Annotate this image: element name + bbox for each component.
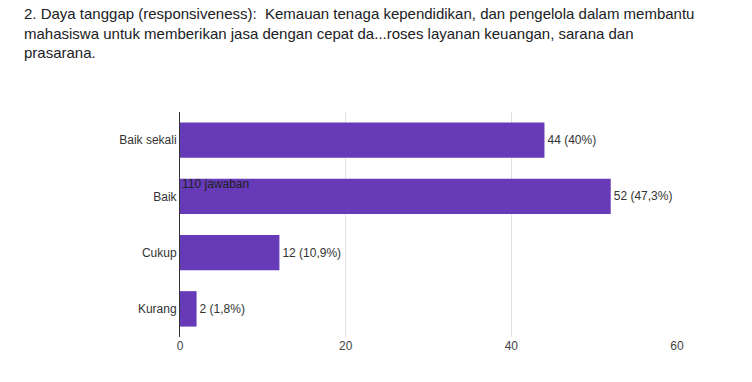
svg-text:40: 40 xyxy=(505,339,519,353)
svg-text:110 jawaban: 110 jawaban xyxy=(182,177,249,191)
svg-text:60: 60 xyxy=(670,339,684,353)
svg-text:52 (47,3%): 52 (47,3%) xyxy=(614,189,673,203)
svg-text:Baik sekali: Baik sekali xyxy=(119,133,176,147)
svg-text:12 (10,9%): 12 (10,9%) xyxy=(282,246,341,260)
svg-text:2. Daya tanggap (responsivenes: 2. Daya tanggap (responsiveness): Kemaua… xyxy=(24,5,694,61)
svg-text:44 (40%): 44 (40%) xyxy=(547,133,596,147)
svg-text:0: 0 xyxy=(177,339,184,353)
svg-text:20: 20 xyxy=(339,339,353,353)
svg-text:Cukup: Cukup xyxy=(142,246,177,260)
svg-text:Kurang: Kurang xyxy=(138,302,177,316)
svg-text:2 (1,8%): 2 (1,8%) xyxy=(200,302,245,316)
svg-text:Baik: Baik xyxy=(153,190,177,204)
